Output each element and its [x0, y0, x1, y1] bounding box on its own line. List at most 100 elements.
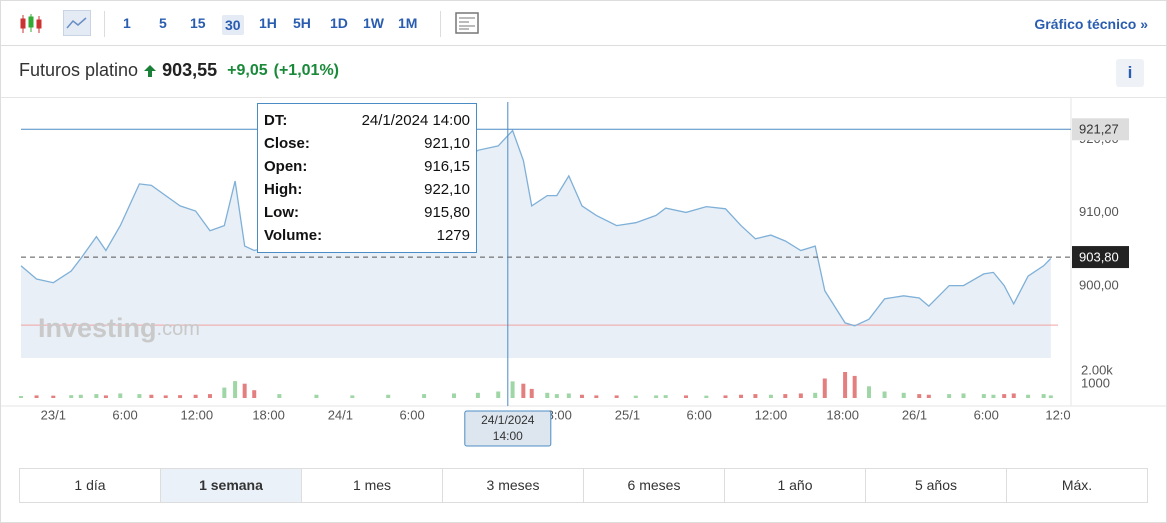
y2-tick-label: 1000 — [1081, 375, 1110, 390]
volume-bar — [798, 393, 803, 398]
table-icon[interactable] — [455, 12, 479, 34]
volume-bar — [633, 395, 638, 398]
x-tick-label: 6:00 — [112, 407, 137, 422]
volume-bar — [233, 381, 238, 398]
last-price-tag — [1072, 246, 1129, 269]
toolbar: 1 5 15 30 1H 5H 1D 1W 1M Gráfico técnico » — [1, 1, 1166, 46]
range-button[interactable]: 1 día — [20, 469, 161, 502]
volume-bar — [386, 394, 391, 398]
interval[interactable]: 5 — [159, 15, 167, 31]
price-line — [20, 129, 1052, 327]
volume-bar — [783, 394, 788, 398]
x-tick-label: 26/1 — [902, 407, 927, 422]
x-tick-label: 23/1 — [41, 407, 66, 422]
volume-bar — [843, 372, 848, 398]
tooltip-row: High: 922,10 — [258, 178, 476, 201]
change-pct: (+1,01%) — [273, 61, 339, 79]
x-tick-label: 24/1 — [328, 407, 353, 422]
volume-bar — [1026, 394, 1031, 398]
volume-bar — [69, 395, 74, 398]
volume-bar — [78, 394, 83, 398]
volume-bar — [475, 392, 480, 398]
volume-bar — [926, 394, 931, 398]
tooltip-value: 915,80 — [424, 204, 470, 221]
candle-icon[interactable] — [19, 13, 43, 35]
tooltip-value: 916,15 — [424, 158, 470, 175]
volume-bar — [496, 391, 501, 398]
technical-link[interactable]: Gráfico técnico » — [1034, 16, 1148, 32]
volume-bar — [545, 392, 550, 398]
volume-bar — [901, 392, 906, 398]
volume-bar — [1048, 395, 1053, 398]
volume-bar — [566, 393, 571, 398]
range-button[interactable]: 5 años — [866, 469, 1007, 502]
volume-bar — [207, 394, 212, 398]
y-tick-label: 910,00 — [1079, 204, 1119, 219]
volume-bar — [1011, 393, 1016, 398]
range-button[interactable]: 1 año — [725, 469, 866, 502]
volume-bar — [350, 395, 355, 398]
crosshair-date: 24/1/2024 — [481, 413, 535, 427]
interval[interactable]: 1H — [259, 15, 277, 31]
y2-tick-label: 2.00k — [1081, 362, 1113, 377]
range-selector: 1 día 1 semana 1 mes 3 meses 6 meses 1 año 5 a… — [19, 468, 1148, 503]
tooltip-value: 24/1/2024 14:00 — [361, 112, 470, 129]
chart: 900,00910,00920,002.00k100023/16:0012:00… — [1, 98, 1166, 447]
crosshair-time: 14:00 — [493, 429, 523, 443]
tooltip-key: Volume: — [264, 227, 323, 244]
range-button[interactable]: 6 meses — [584, 469, 725, 502]
volume-bar — [981, 394, 986, 398]
volume-bar — [252, 390, 257, 398]
volume-bar — [34, 395, 39, 398]
change: +9,05 — [227, 61, 268, 79]
interval[interactable]: 30 — [222, 15, 244, 35]
tooltip-value: 1279 — [436, 227, 470, 244]
watermark-suffix: .com — [157, 318, 200, 340]
tooltip-value: 922,10 — [424, 181, 470, 198]
interval[interactable]: 1W — [363, 15, 384, 31]
name: Futuros platino — [19, 60, 139, 80]
area-icon[interactable] — [63, 10, 91, 36]
volume-bar — [822, 378, 827, 398]
volume-bar — [1041, 394, 1046, 398]
range-button[interactable]: Máx. — [1061, 477, 1093, 493]
range-button[interactable]: 1 semana — [161, 469, 302, 502]
volume-bar — [193, 394, 198, 398]
volume-bar — [704, 395, 709, 398]
volume-bar — [654, 395, 659, 398]
volume-bar — [19, 396, 23, 398]
volume-bar — [94, 394, 99, 398]
x-tick-label: 18:00 — [252, 407, 285, 422]
interval[interactable]: 5H — [293, 15, 311, 31]
tooltip-value: 921,10 — [424, 135, 470, 152]
volume-bar — [739, 394, 744, 398]
range-button[interactable]: 1 mes — [302, 469, 443, 502]
volume-bar — [554, 394, 559, 398]
volume-bar — [277, 394, 282, 398]
range-button[interactable]: 3 meses — [443, 469, 584, 502]
volume-bar — [947, 394, 952, 398]
volume-bar — [867, 386, 872, 398]
volume-bar — [149, 394, 154, 398]
info-button[interactable]: i — [1116, 59, 1144, 87]
x-tick-label: 6:00 — [687, 407, 712, 422]
volume-bar — [753, 394, 758, 398]
interval[interactable]: 1 — [123, 15, 131, 31]
interval[interactable]: 1M — [398, 15, 418, 31]
volume-bar — [768, 394, 773, 398]
interval[interactable]: 1D — [330, 15, 348, 31]
volume-bar — [521, 383, 526, 398]
x-tick-label: 25/1 — [615, 407, 640, 422]
tooltip-key: DT: — [264, 112, 288, 129]
y-tick-label: 900,00 — [1079, 277, 1119, 292]
volume-bar — [852, 375, 857, 398]
last-price-label: 903,80 — [1079, 250, 1119, 265]
volume-bar — [529, 388, 534, 398]
interval[interactable]: 15 — [190, 15, 206, 31]
volume-bar — [178, 395, 183, 398]
tooltip-key: High: — [264, 181, 303, 198]
tooltip-row: Open: 916,15 — [258, 155, 476, 178]
volume-bar — [991, 394, 996, 398]
volume-bar — [813, 392, 818, 398]
